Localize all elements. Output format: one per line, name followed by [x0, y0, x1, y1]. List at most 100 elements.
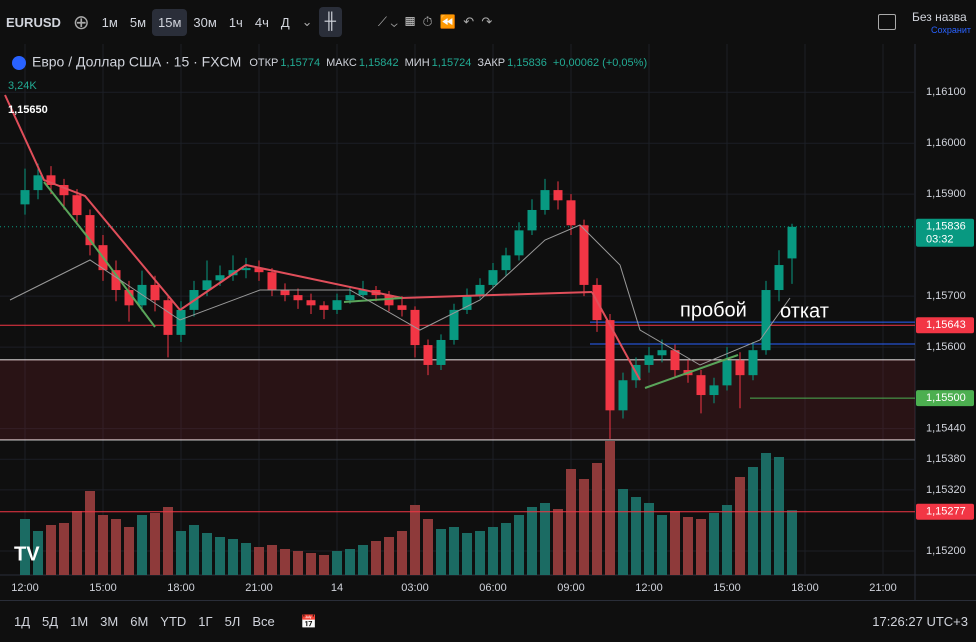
legend-text: 1,15774	[280, 57, 320, 69]
candle-body	[475, 284, 485, 296]
y-tick-label: 1,15200	[926, 545, 966, 557]
price-tag-label: 1,15500	[926, 392, 966, 404]
legend-text: МАКС	[326, 57, 357, 69]
range[interactable]: 3М	[100, 614, 119, 629]
range[interactable]: 6М	[130, 614, 149, 629]
x-tick-label: 18:00	[791, 582, 819, 594]
layout-icon[interactable]	[878, 14, 896, 30]
x-tick-label: 06:00	[479, 582, 507, 594]
range[interactable]: 5Л	[224, 614, 241, 629]
legend-text: МИН	[405, 57, 430, 69]
candle-body	[514, 230, 524, 256]
volume-bar	[241, 543, 251, 575]
volume-bar	[761, 453, 771, 575]
candle-body	[462, 295, 472, 310]
volume-bar	[449, 527, 459, 575]
legend-text: Евро / Доллар США · 15 · FXCM	[32, 54, 241, 70]
interval[interactable]: 15м	[152, 8, 188, 36]
candle-body	[696, 375, 706, 396]
volume-bar	[345, 549, 355, 575]
candle-body	[540, 190, 550, 210]
range[interactable]: YTD	[160, 614, 187, 629]
volume-bar	[657, 515, 667, 575]
candle-body	[384, 295, 394, 306]
candle-body	[618, 380, 628, 411]
logo: TV	[14, 543, 40, 565]
volume-bar	[475, 531, 485, 575]
volume-bar	[20, 519, 30, 575]
legend-text: +0,00062 (+0,05%)	[553, 57, 647, 69]
volume-bar	[748, 467, 758, 575]
price-tag-sub: 03:32	[926, 234, 954, 246]
candle-body	[150, 284, 160, 301]
x-tick-label: 12:00	[11, 582, 39, 594]
volume-bar	[176, 531, 186, 575]
volume-bar	[397, 531, 407, 575]
symbol[interactable]: EURUSD	[6, 14, 61, 30]
price-tag-label: 1,15277	[926, 506, 966, 518]
candle-body	[124, 290, 134, 306]
candle-body	[761, 290, 771, 351]
top-toolbar: EURUSD ⊕ 1м 5м 15м 30м 1ч 4ч Д ⌄ ╫ ⟋ ⌄ ▦ ⏱ ⏪ ↶…	[0, 0, 976, 45]
layout-name[interactable]: Без назва	[912, 10, 967, 24]
save[interactable]: Сохранит	[931, 25, 972, 35]
y-tick-label: 1,15700	[926, 290, 966, 302]
candle-body	[787, 226, 797, 259]
candle-body	[241, 268, 251, 271]
range[interactable]: 1М	[70, 614, 89, 629]
candle-body	[254, 268, 264, 273]
price-tag-label: 1,15643	[926, 319, 966, 331]
volume-bar	[631, 497, 641, 575]
volume-bar	[72, 511, 82, 575]
moving-average	[9, 224, 791, 366]
price-tag	[916, 317, 974, 334]
candle-body	[20, 190, 30, 205]
candle-body	[722, 360, 732, 386]
candle-body	[163, 300, 173, 335]
trend-line	[4, 94, 181, 311]
interval[interactable]: Д	[280, 14, 290, 30]
range[interactable]: 1Д	[14, 614, 31, 629]
trend-line	[43, 181, 156, 328]
intervals: 1м 5м 15м 30м 1ч 4ч Д	[96, 8, 296, 36]
volume-bar	[735, 477, 745, 575]
date-range[interactable]: 📅	[300, 613, 317, 629]
volume-bar	[137, 515, 147, 575]
volume-bar	[670, 511, 680, 575]
volume-bar	[267, 545, 277, 575]
more[interactable]: ⌄	[301, 14, 313, 29]
symbol-icon	[12, 56, 26, 70]
range[interactable]: 5Д	[42, 614, 59, 629]
volume-bar	[371, 541, 381, 575]
candle-body	[176, 309, 186, 335]
range[interactable]: Все	[252, 614, 275, 629]
volume-bar	[592, 463, 602, 575]
volume-bar	[488, 527, 498, 575]
indicators[interactable]: ⟋ ⌄ ▦ ⏱ ⏪ ↶ ↷	[377, 14, 493, 29]
annotation: откат	[780, 300, 829, 322]
volume-bar	[462, 533, 472, 575]
candle-body	[306, 300, 316, 306]
legend-text: ЗАКР	[477, 57, 505, 69]
add-symbol[interactable]: ⊕	[72, 11, 90, 34]
x-tick-label: 15:00	[89, 582, 117, 594]
interval[interactable]: 4ч	[254, 14, 269, 30]
interval[interactable]: 1м	[101, 14, 118, 30]
interval[interactable]: 1ч	[228, 14, 243, 30]
volume-bar	[228, 539, 238, 575]
volume-bar	[436, 529, 446, 575]
volume-bar	[709, 513, 719, 575]
volume-bar	[514, 515, 524, 575]
candle-body	[553, 190, 563, 201]
ranges: 1Д 5Д 1М 3М 6М YTD 1Г 5Л Все	[8, 608, 281, 635]
interval[interactable]: 30м	[193, 14, 217, 30]
candle-body	[85, 215, 95, 246]
price-tag	[916, 218, 974, 247]
price-tag-label: 1,15836	[926, 221, 966, 233]
price-tag	[916, 390, 974, 407]
interval[interactable]: 5м	[129, 14, 147, 30]
volume-bar	[605, 441, 615, 575]
candles-icon[interactable]: ╫	[318, 7, 342, 37]
candle-body	[345, 295, 355, 301]
range[interactable]: 1Г	[198, 614, 213, 629]
